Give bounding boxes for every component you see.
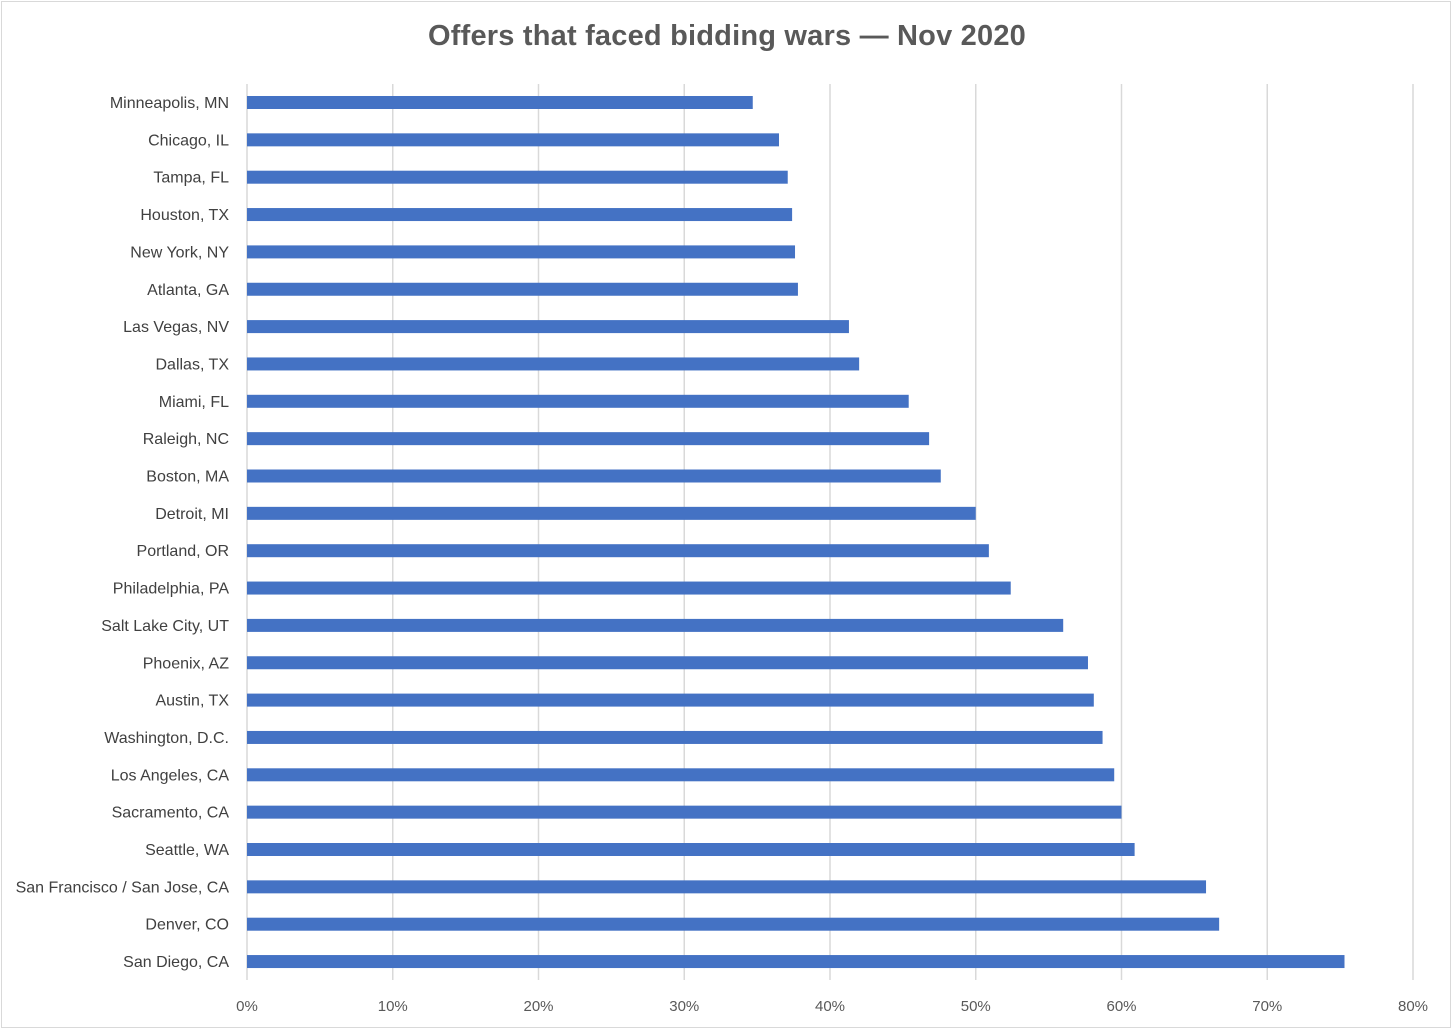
bar (247, 96, 753, 109)
bar (247, 469, 941, 483)
bar (247, 917, 1220, 931)
x-tick-label: 20% (523, 998, 553, 1015)
category-label: San Diego, CA (123, 954, 229, 971)
bar (247, 768, 1115, 782)
x-tick-label: 50% (961, 998, 991, 1015)
bar (247, 282, 798, 296)
bar (247, 805, 1122, 819)
x-tick-label: 80% (1398, 998, 1428, 1015)
category-labels: Minneapolis, MN Chicago, IL Tampa, FL Houst… (16, 95, 230, 971)
bar (247, 170, 788, 184)
category-label: Detroit, MI (155, 506, 229, 523)
x-tick-label: 10% (378, 998, 408, 1015)
category-label: Washington, D.C. (104, 730, 229, 747)
bar (247, 955, 1345, 969)
bar (247, 394, 909, 408)
bar (247, 208, 793, 222)
category-label: Austin, TX (155, 693, 229, 710)
bar (247, 432, 930, 446)
category-label: Chicago, IL (148, 132, 229, 149)
bar (247, 581, 1011, 595)
category-label: Houston, TX (140, 207, 229, 224)
bars (247, 96, 1345, 969)
category-label: Tampa, FL (153, 170, 229, 187)
category-label: Minneapolis, MN (110, 95, 229, 112)
bar (247, 693, 1094, 707)
bar (247, 133, 779, 147)
bar (247, 843, 1135, 856)
bar (247, 618, 1064, 632)
category-label: Seattle, WA (145, 842, 229, 859)
category-label: Boston, MA (146, 469, 229, 486)
x-tick-label: 0% (236, 998, 258, 1015)
bar (247, 880, 1207, 894)
bar (247, 506, 976, 520)
category-label: Atlanta, GA (147, 282, 229, 299)
x-tick-labels: 0% 10% 20% 30% 40% 50% 60% 70% 80% (236, 998, 1428, 1015)
x-tick-label: 40% (815, 998, 845, 1015)
category-label: San Francisco / San Jose, CA (16, 879, 230, 896)
category-label: Denver, CO (145, 917, 229, 934)
category-label: Salt Lake City, UT (101, 618, 229, 635)
category-label: Dallas, TX (155, 356, 229, 373)
category-label: Miami, FL (159, 394, 229, 411)
category-label: New York, NY (130, 244, 229, 261)
bar (247, 656, 1088, 670)
chart-title: Offers that faced bidding wars — Nov 202… (427, 20, 1026, 52)
category-label: Raleigh, NC (143, 431, 229, 448)
category-label: Los Angeles, CA (111, 767, 230, 784)
bar (247, 730, 1103, 744)
x-tick-label: 30% (669, 998, 699, 1015)
category-label: Portland, OR (137, 543, 229, 560)
category-label: Phoenix, AZ (143, 655, 230, 672)
bar (247, 357, 860, 371)
bar (247, 245, 796, 259)
gridlines (246, 84, 1414, 980)
bar (247, 544, 989, 558)
x-tick-label: 60% (1106, 998, 1136, 1015)
x-tick-label: 70% (1252, 998, 1282, 1015)
bar (247, 320, 849, 334)
category-label: Philadelphia, PA (113, 581, 230, 598)
category-label: Las Vegas, NV (123, 319, 229, 336)
category-label: Sacramento, CA (112, 805, 230, 822)
